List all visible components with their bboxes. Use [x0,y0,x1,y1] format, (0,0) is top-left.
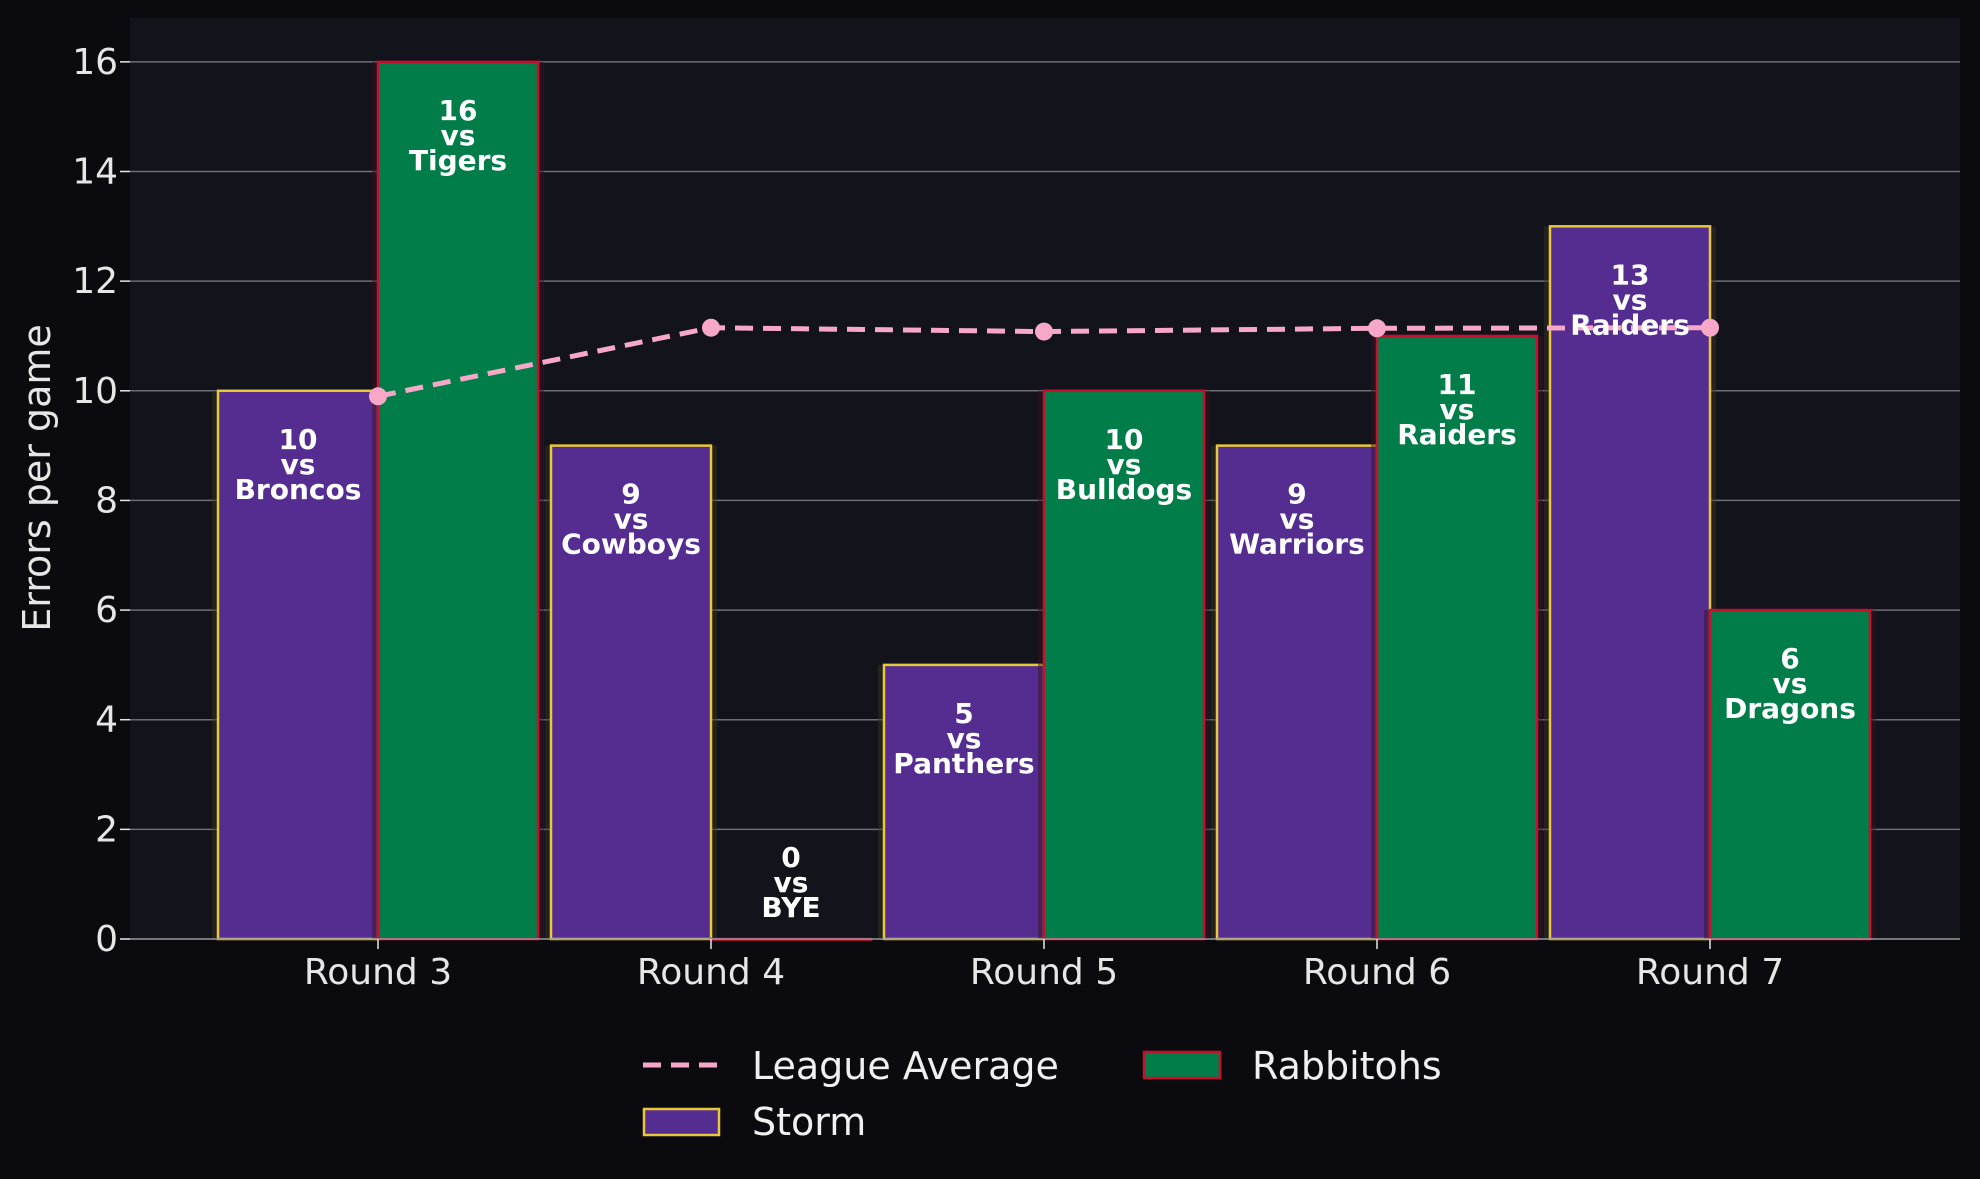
legend-rabbitohs-swatch [1142,1050,1222,1080]
bar-label-line: 10 [279,423,318,456]
bar-label-line: 13 [1611,258,1650,291]
rabbitohs-bar [376,60,540,941]
legend-storm-label: Storm [752,1100,866,1144]
legend-storm-swatch [642,1107,721,1137]
bar-label-line: Bulldogs [1056,473,1192,506]
bar-label-line: 16 [439,94,478,127]
bar-label-line: Dragons [1724,692,1856,725]
bar-label-line: vs [774,866,809,899]
bar-label-line: vs [1613,283,1648,316]
rabbitohs-bar [1375,334,1539,941]
league-average-point [702,318,720,337]
bar-label-line: 10 [1105,423,1144,456]
bar-label-line: Raiders [1397,418,1517,451]
bar-label-line: 5 [954,697,973,730]
legend-rabbitohs-label: Rabbitohs [1252,1044,1442,1088]
x-tick-label: Round 7 [1636,952,1784,993]
bar-label-line: 11 [1438,368,1477,401]
league-average-point [1035,322,1053,341]
y-tick-label: 4 [95,700,118,741]
x-tick-label: Round 4 [637,952,785,993]
bar-label-line: vs [281,448,316,481]
storm-bar [882,663,1046,941]
bar-label-line: Warriors [1229,528,1365,561]
bar-label-line: 6 [1780,642,1799,675]
y-tick-label: 6 [95,590,118,631]
league-average-line [369,318,1719,406]
y-tick-label: 14 [72,152,118,193]
league-average-point [1368,319,1386,338]
y-tick-label: 2 [95,809,118,850]
bar-label-line: Cowboys [561,528,701,561]
x-tick-label: Round 5 [970,952,1118,993]
bar-label-line: vs [1440,393,1475,426]
storm-bar [216,389,380,941]
bar-label-line: BYE [761,891,820,924]
bar-label-line: vs [614,503,649,536]
y-tick-label: 16 [72,42,118,83]
storm-bar [549,444,713,941]
x-tick-label: Round 6 [1303,952,1451,993]
legend-league-average-label: League Average [752,1044,1059,1088]
bars [212,60,1876,941]
bar-label-line: Broncos [235,473,362,506]
y-tick-label: 12 [72,261,118,302]
bar-label-line: vs [1773,667,1808,700]
rabbitohs-bar [1042,389,1206,941]
x-tick-label: Round 3 [304,952,452,993]
bar-label-line: Tigers [409,144,507,177]
bar-label-line: vs [441,119,476,152]
axes: 0 2 4 6 8 10 12 14 16 Round 3 Round 4 Round 5 Round … [72,42,1960,993]
bar-label-line: 9 [1287,478,1306,511]
storm-bar [1215,444,1379,941]
league-average-point [1701,318,1719,337]
bar-label-line: 0 [781,841,800,874]
league-average-point [369,387,387,406]
y-tick-label: 0 [95,919,118,960]
bar-label-line: Raiders [1570,308,1690,341]
y-tick-label: 10 [72,371,118,412]
y-axis-title: Errors per game [15,324,59,632]
bar-label-line: vs [947,722,982,755]
legend: League Average Storm Rabbitohs [642,1044,1442,1144]
bar-label-line: vs [1107,448,1142,481]
rabbitohs-bar [1708,608,1872,941]
y-tick-label: 8 [95,480,118,521]
bar-label-line: Panthers [893,747,1034,780]
bar-label-line: 9 [621,478,640,511]
bar-label-line: vs [1280,503,1315,536]
